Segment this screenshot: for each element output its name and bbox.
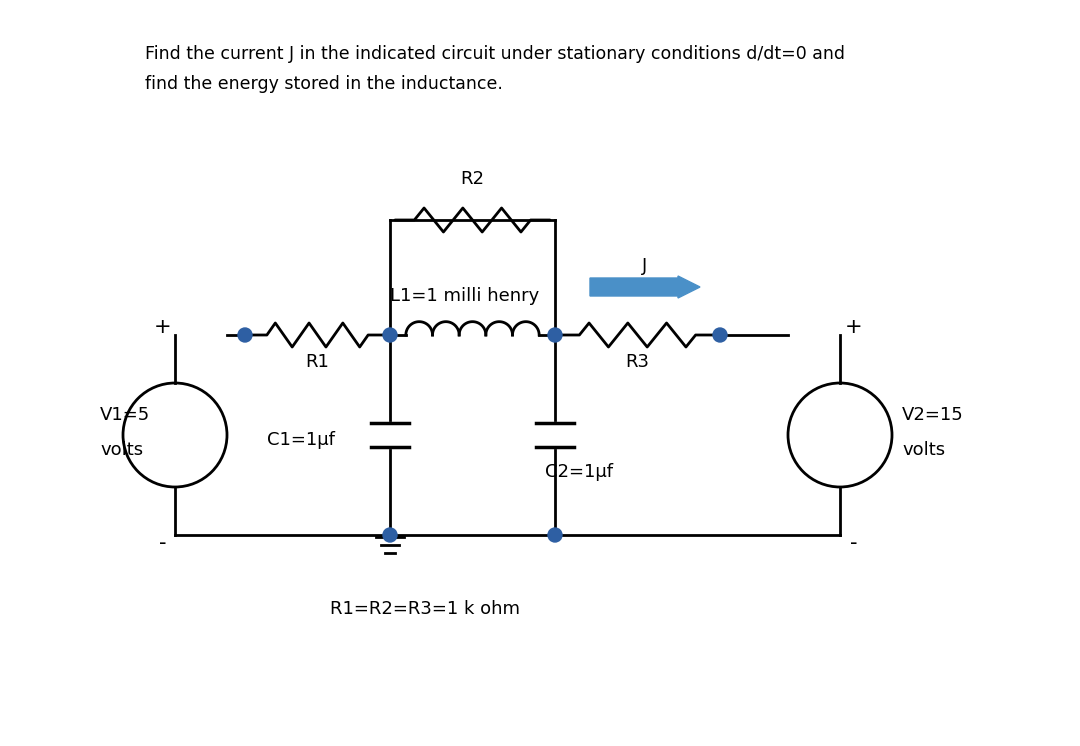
Text: J: J	[643, 257, 648, 275]
Text: volts: volts	[902, 441, 945, 459]
Text: R1=R2=R3=1 k ohm: R1=R2=R3=1 k ohm	[330, 600, 519, 618]
Text: volts: volts	[100, 441, 144, 459]
Circle shape	[383, 328, 397, 342]
FancyArrow shape	[590, 276, 700, 298]
Text: V2=15: V2=15	[902, 406, 963, 424]
Circle shape	[713, 328, 727, 342]
Circle shape	[548, 528, 562, 542]
Text: C1=1μf: C1=1μf	[267, 431, 335, 449]
Text: R3: R3	[625, 353, 649, 371]
Text: R2: R2	[460, 170, 485, 188]
Text: -: -	[850, 533, 858, 553]
Text: L1=1 milli henry: L1=1 milli henry	[390, 287, 539, 305]
Text: Find the current J in the indicated circuit under stationary conditions d/dt=0 a: Find the current J in the indicated circ…	[145, 45, 845, 63]
Text: find the energy stored in the inductance.: find the energy stored in the inductance…	[145, 75, 503, 93]
Circle shape	[548, 328, 562, 342]
Text: R1: R1	[306, 353, 329, 371]
Text: V1=5: V1=5	[100, 406, 150, 424]
Circle shape	[238, 328, 252, 342]
Text: C2=1μf: C2=1μf	[545, 463, 613, 481]
Text: -: -	[159, 533, 166, 553]
Text: +: +	[846, 317, 863, 337]
Text: +: +	[154, 317, 172, 337]
Circle shape	[383, 528, 397, 542]
